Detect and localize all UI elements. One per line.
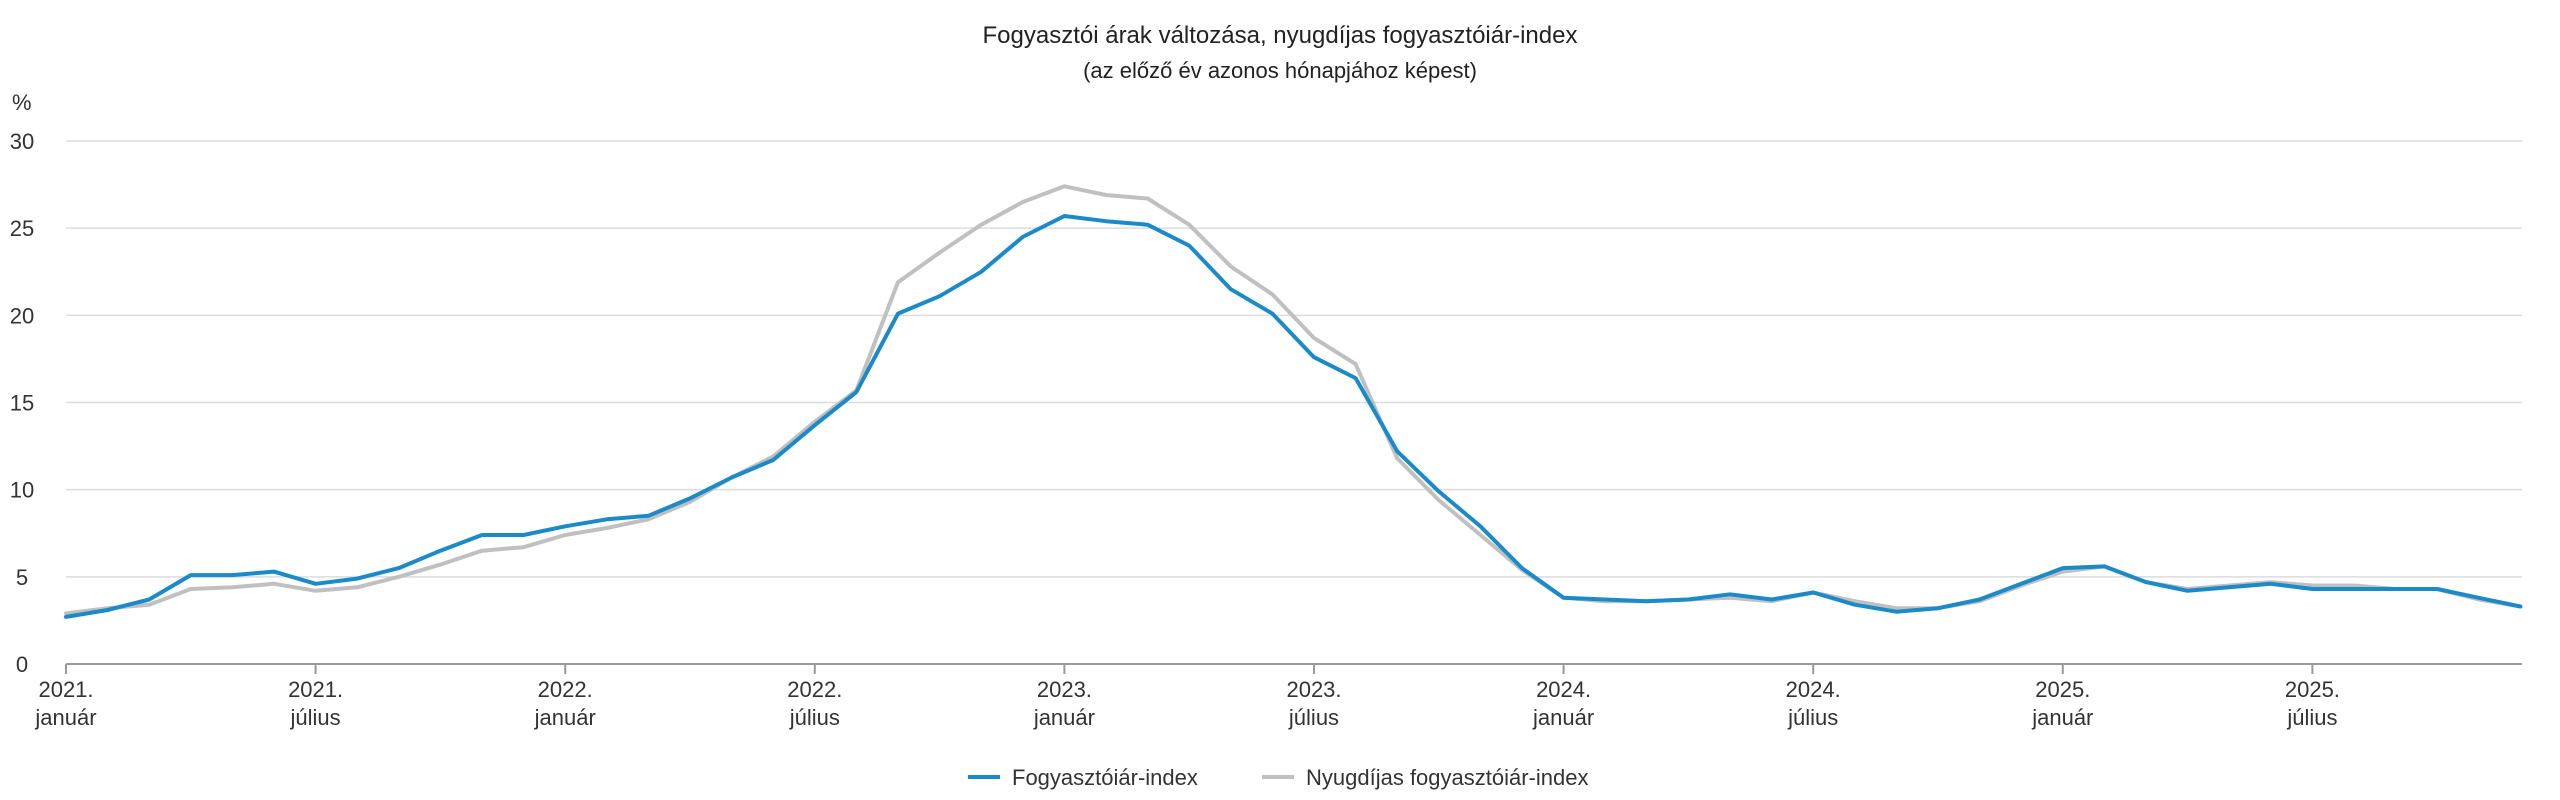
x-tick-label-month: július — [2286, 705, 2337, 730]
x-tick-label-year: 2025. — [2035, 677, 2090, 702]
x-tick-label-year: 2022. — [787, 677, 842, 702]
x-tick-label-year: 2021. — [38, 677, 93, 702]
x-tick-label-year: 2022. — [538, 677, 593, 702]
legend-label-fogyasztoiar-index: Fogyasztóiár-index — [1012, 765, 1198, 790]
legend: Fogyasztóiár-index Nyugdíjas fogyasztóiá… — [968, 765, 1588, 790]
x-tick-label-year: 2023. — [1037, 677, 1092, 702]
y-tick-label: 15 — [10, 391, 34, 416]
y-axis-unit-label: % — [12, 90, 32, 115]
y-axis-ticks: 0 5 10 15 20 25 30 — [10, 129, 34, 677]
y-tick-label: 5 — [16, 565, 28, 590]
x-tick-label-month: január — [34, 705, 96, 730]
x-tick-label-month: július — [789, 705, 840, 730]
chart-subtitle: (az előző év azonos hónapjához képest) — [1083, 58, 1477, 83]
y-tick-label: 25 — [10, 216, 34, 241]
x-tick-label-year: 2021. — [288, 677, 343, 702]
x-tick-label-year: 2024. — [1786, 677, 1841, 702]
x-axis-ticks: 2021. január 2021. július 2022. január 2022. jú… — [34, 664, 2340, 730]
x-tick-label-month: július — [290, 705, 341, 730]
x-tick-label-month: január — [1033, 705, 1095, 730]
x-tick-label-month: január — [1532, 705, 1594, 730]
y-tick-label: 10 — [10, 478, 34, 503]
y-tick-label: 20 — [10, 303, 34, 328]
series-line-1 — [64, 184, 2523, 616]
x-tick-label-month: január — [2031, 705, 2093, 730]
chart-title: Fogyasztói árak változása, nyugdíjas fog… — [983, 22, 1578, 49]
x-tick-label-month: január — [534, 705, 596, 730]
x-tick-label-month: július — [1787, 705, 1838, 730]
x-tick-label-year: 2024. — [1536, 677, 1591, 702]
x-tick-label-month: július — [1288, 705, 1339, 730]
y-tick-label: 0 — [16, 652, 28, 677]
x-tick-label-year: 2023. — [1286, 677, 1341, 702]
series-line-0 — [64, 214, 2523, 619]
x-tick-label-year: 2025. — [2285, 677, 2340, 702]
series-lines — [64, 184, 2523, 619]
y-tick-label: 30 — [10, 129, 34, 154]
legend-label-nyugdijas-fogyasztoiar-index: Nyugdíjas fogyasztóiár-index — [1306, 765, 1588, 790]
